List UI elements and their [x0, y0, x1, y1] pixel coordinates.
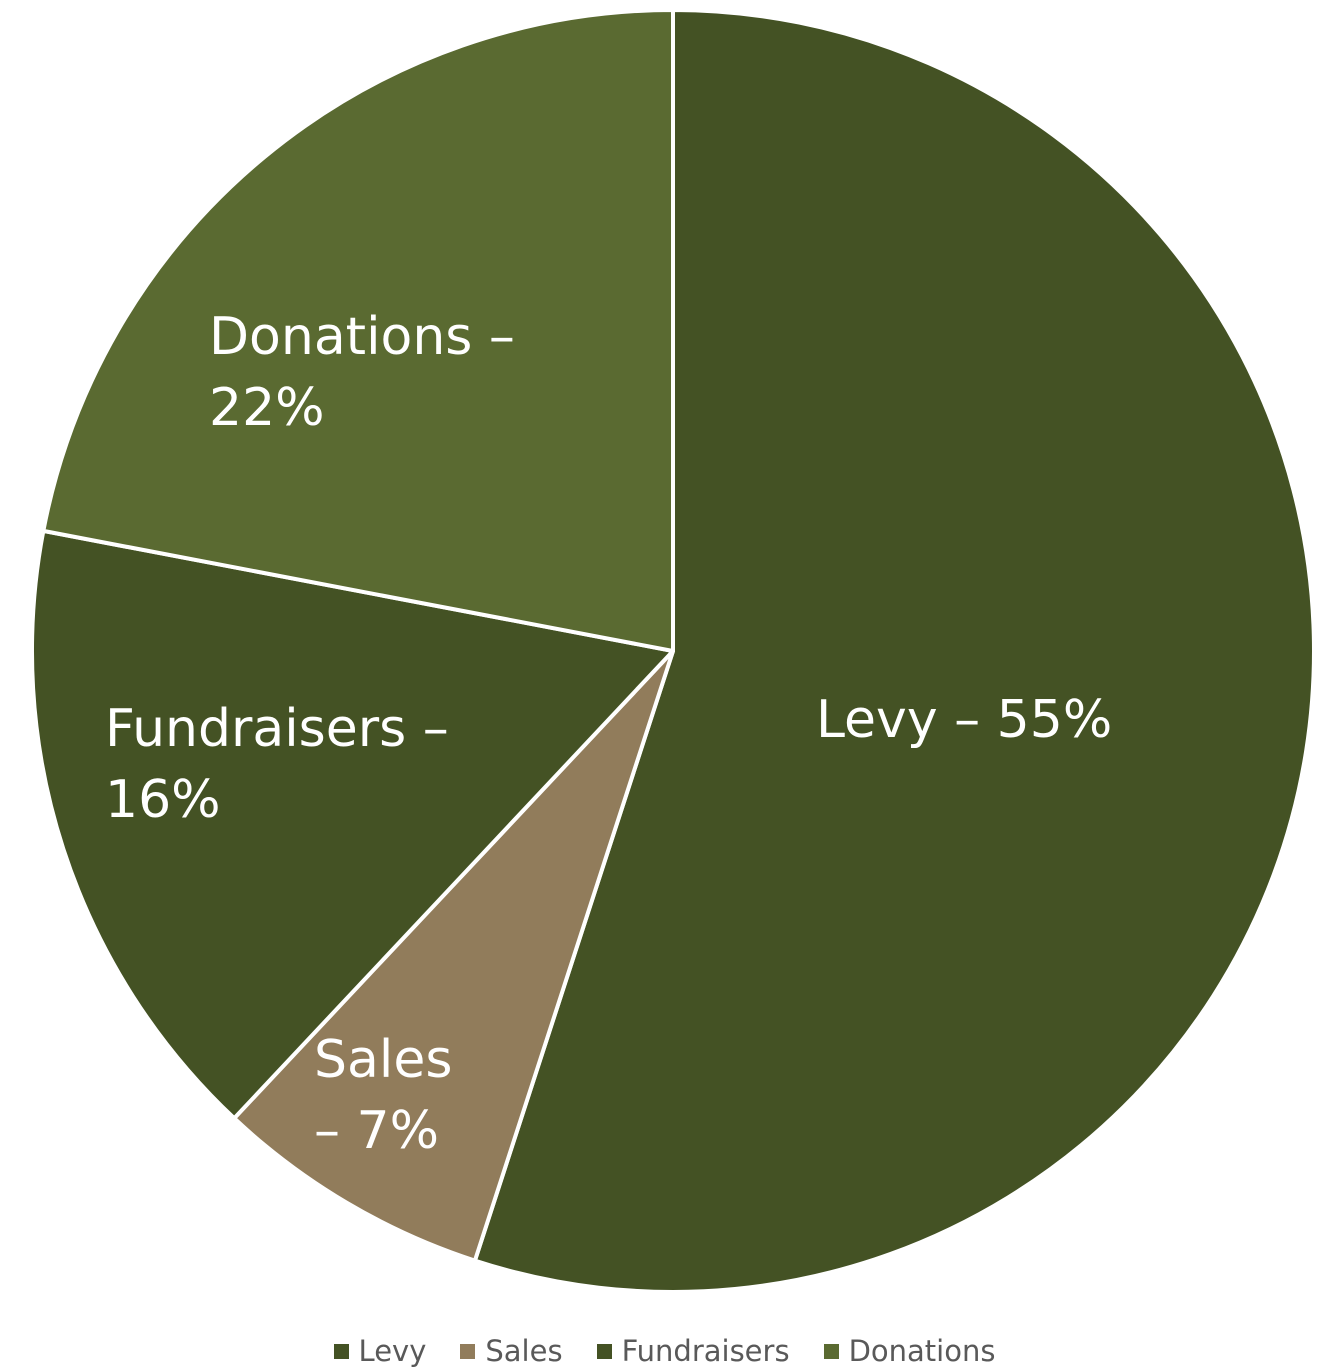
legend-item-levy: Levy [333, 1334, 427, 1368]
data-label-line: 16% [105, 770, 221, 830]
legend-swatch [460, 1343, 476, 1359]
legend-label: Sales [485, 1334, 563, 1368]
pie-slice-fundraisers [30, 528, 675, 1121]
legend-swatch [333, 1343, 349, 1359]
pie-data-labels: Levy – 55% Sales – 7% Fundraisers – 16% Donat… [105, 307, 1112, 1161]
pie-slice-donations [41, 8, 675, 653]
data-label-line: Fundraisers – [105, 699, 449, 759]
legend-label: Donations [848, 1334, 996, 1368]
data-label-line: Levy – 55% [816, 690, 1112, 750]
data-label-sales: Sales – 7% [314, 1030, 452, 1161]
legend-swatch [596, 1343, 612, 1359]
legend-item-donations: Donations [823, 1334, 996, 1368]
data-label-line: – 7% [314, 1101, 439, 1161]
legend-item-fundraisers: Fundraisers [596, 1334, 790, 1368]
legend-label: Fundraisers [621, 1334, 790, 1368]
legend-label: Levy [358, 1334, 427, 1368]
legend-swatch [823, 1343, 839, 1359]
data-label-donations: Donations – 22% [209, 307, 515, 438]
data-label-line: Sales [314, 1030, 452, 1090]
data-label-levy: Levy – 55% [816, 690, 1112, 750]
data-label-fundraisers: Fundraisers – 16% [105, 699, 449, 830]
pie-slices [30, 8, 1316, 1294]
pie-slice-sales [232, 649, 675, 1263]
legend-item-sales: Sales [460, 1334, 563, 1368]
chart-legend: Levy Sales Fundraisers Donations [0, 1333, 1329, 1369]
pie-slice-levy [472, 8, 1316, 1294]
data-label-line: 22% [209, 378, 325, 438]
data-label-line: Donations – [209, 307, 515, 367]
